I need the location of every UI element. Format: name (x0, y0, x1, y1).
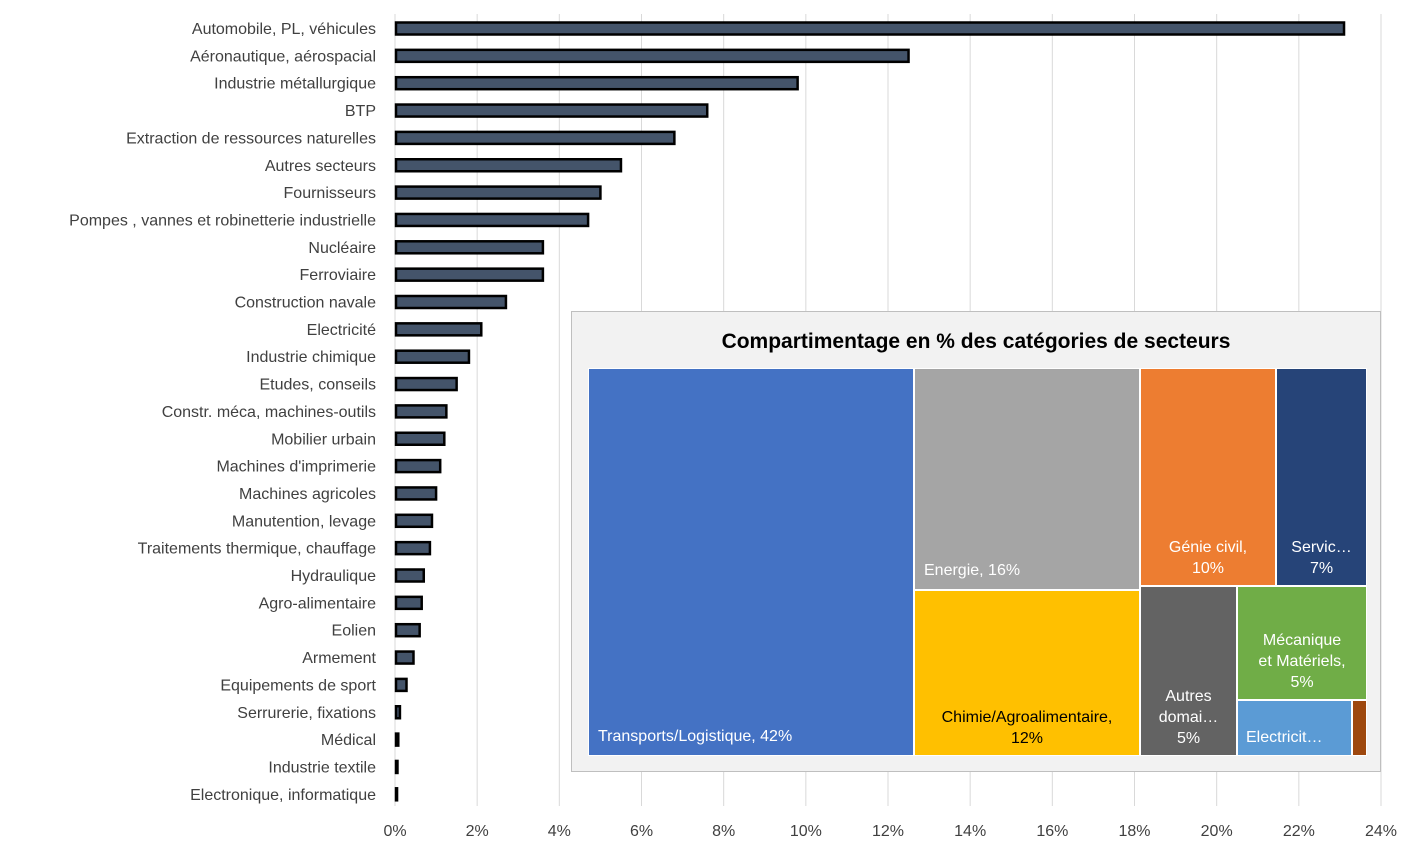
bar (394, 732, 400, 747)
category-label: Aéronautique, aérospacial (190, 48, 376, 65)
bar (394, 622, 421, 638)
treemap-tile-mecanique: Mécanique et Matériels, 5% (1237, 586, 1367, 700)
bar (394, 103, 709, 118)
x-tick-label: 22% (1283, 823, 1315, 840)
category-label: Armement (302, 650, 376, 667)
treemap-tile-label: Génie civil, 10% (1168, 539, 1248, 577)
bar (394, 349, 471, 364)
category-label: Eolien (332, 623, 376, 640)
category-label: Equipements de sport (220, 677, 376, 694)
bar (394, 294, 508, 310)
category-label: Electricité (307, 322, 376, 339)
category-label: BTP (345, 103, 376, 120)
x-tick-label: 20% (1201, 823, 1233, 840)
category-label: Agro-alimentaire (259, 595, 376, 612)
x-tick-label: 6% (630, 823, 653, 840)
x-tick-label: 16% (1036, 823, 1068, 840)
category-label: Pompes , vannes et robinetterie industri… (69, 212, 376, 229)
x-tick-label: 8% (712, 823, 735, 840)
bar (394, 267, 545, 282)
bar (394, 705, 402, 720)
category-labels: Automobile, PL, véhicules Aéronautique, a… (69, 21, 376, 804)
bar (394, 595, 423, 611)
category-label: Machines d'imprimerie (216, 459, 376, 476)
bar (394, 513, 434, 529)
bar (394, 404, 448, 419)
category-label: Etudes, conseils (259, 377, 376, 394)
bar (394, 650, 415, 665)
category-label: Hydraulique (291, 568, 376, 585)
category-label: Industrie chimique (246, 349, 376, 366)
treemap-tile-genie-civil: Génie civil, 10% (1140, 368, 1276, 586)
category-label: Nucléaire (308, 240, 376, 257)
x-tick-label: 2% (466, 823, 489, 840)
category-label: Médical (321, 732, 376, 749)
bar (394, 322, 483, 337)
bar (394, 787, 399, 802)
treemap-panel: Compartimentage en % des catégories de s… (571, 311, 1381, 772)
x-tick-label: 10% (790, 823, 822, 840)
bar (394, 376, 458, 392)
x-tick-labels: 0% 2% 4% 6% 8% 10% 12% 14% 16% 18% 20% 22% 24% (383, 823, 1397, 840)
bar (394, 75, 799, 91)
bar (394, 431, 446, 446)
category-label: Industrie textile (268, 759, 376, 776)
treemap-tile-services: Servic… 7% (1276, 368, 1367, 586)
x-tick-label: 4% (548, 823, 571, 840)
bar (394, 240, 545, 255)
bar (394, 568, 426, 583)
treemap-tile-label: Servic… 7% (1291, 539, 1352, 577)
bar (394, 130, 676, 146)
bars (394, 21, 1346, 802)
treemap-title: Compartimentage en % des catégories de s… (721, 330, 1231, 353)
category-label: Manutention, levage (232, 513, 376, 530)
treemap-tile-electricite: Electricit… (1237, 700, 1352, 756)
x-tick-label: 0% (383, 823, 406, 840)
bar (394, 21, 1346, 36)
category-label: Fournisseurs (284, 185, 376, 202)
treemap-tile-label: Chimie/Agroalimentaire, 12% (941, 709, 1113, 747)
category-label: Traitements thermique, chauffage (138, 541, 376, 558)
treemap-tile-energie: Energie, 16% (914, 368, 1140, 590)
category-label: Mobilier urbain (271, 431, 376, 448)
x-tick-label: 12% (872, 823, 904, 840)
bar (394, 158, 623, 173)
category-label: Industrie métallurgique (214, 76, 376, 93)
category-label: Autres secteurs (265, 158, 376, 175)
bar (394, 486, 438, 501)
treemap-tile-label: Autres domai… 5% (1158, 688, 1219, 747)
category-label: Ferroviaire (300, 267, 377, 284)
bar (394, 185, 602, 200)
bar (394, 759, 399, 775)
x-tick-label: 14% (954, 823, 986, 840)
bar (394, 540, 432, 556)
treemap-tile-autres: Autres domai… 5% (1140, 586, 1237, 756)
category-label: Extraction de ressources naturelles (126, 130, 376, 147)
category-label: Construction navale (235, 295, 377, 312)
treemap-tile-label: Mécanique et Matériels, 5% (1258, 632, 1346, 691)
x-tick-label: 24% (1365, 823, 1397, 840)
bar (394, 48, 910, 64)
treemap-tile-label: Transports/Logistique, 42% (598, 728, 793, 745)
category-label: Automobile, PL, véhicules (192, 21, 376, 38)
treemap-tile-chimie: Chimie/Agroalimentaire, 12% (914, 590, 1140, 756)
treemap-tile-small (1352, 700, 1367, 756)
treemap-tile-transports: Transports/Logistique, 42% (588, 368, 914, 756)
category-label: Machines agricoles (239, 486, 376, 503)
bar (394, 677, 408, 693)
x-tick-label: 18% (1118, 823, 1150, 840)
category-label: Serrurerie, fixations (237, 705, 376, 722)
treemap-tile-label: Energie, 16% (924, 562, 1021, 579)
category-label: Electronique, informatique (190, 787, 376, 804)
category-label: Constr. méca, machines-outils (162, 404, 376, 421)
bar (394, 212, 590, 228)
treemap-tile-label: Electricit… (1246, 729, 1323, 746)
bar (394, 458, 442, 474)
